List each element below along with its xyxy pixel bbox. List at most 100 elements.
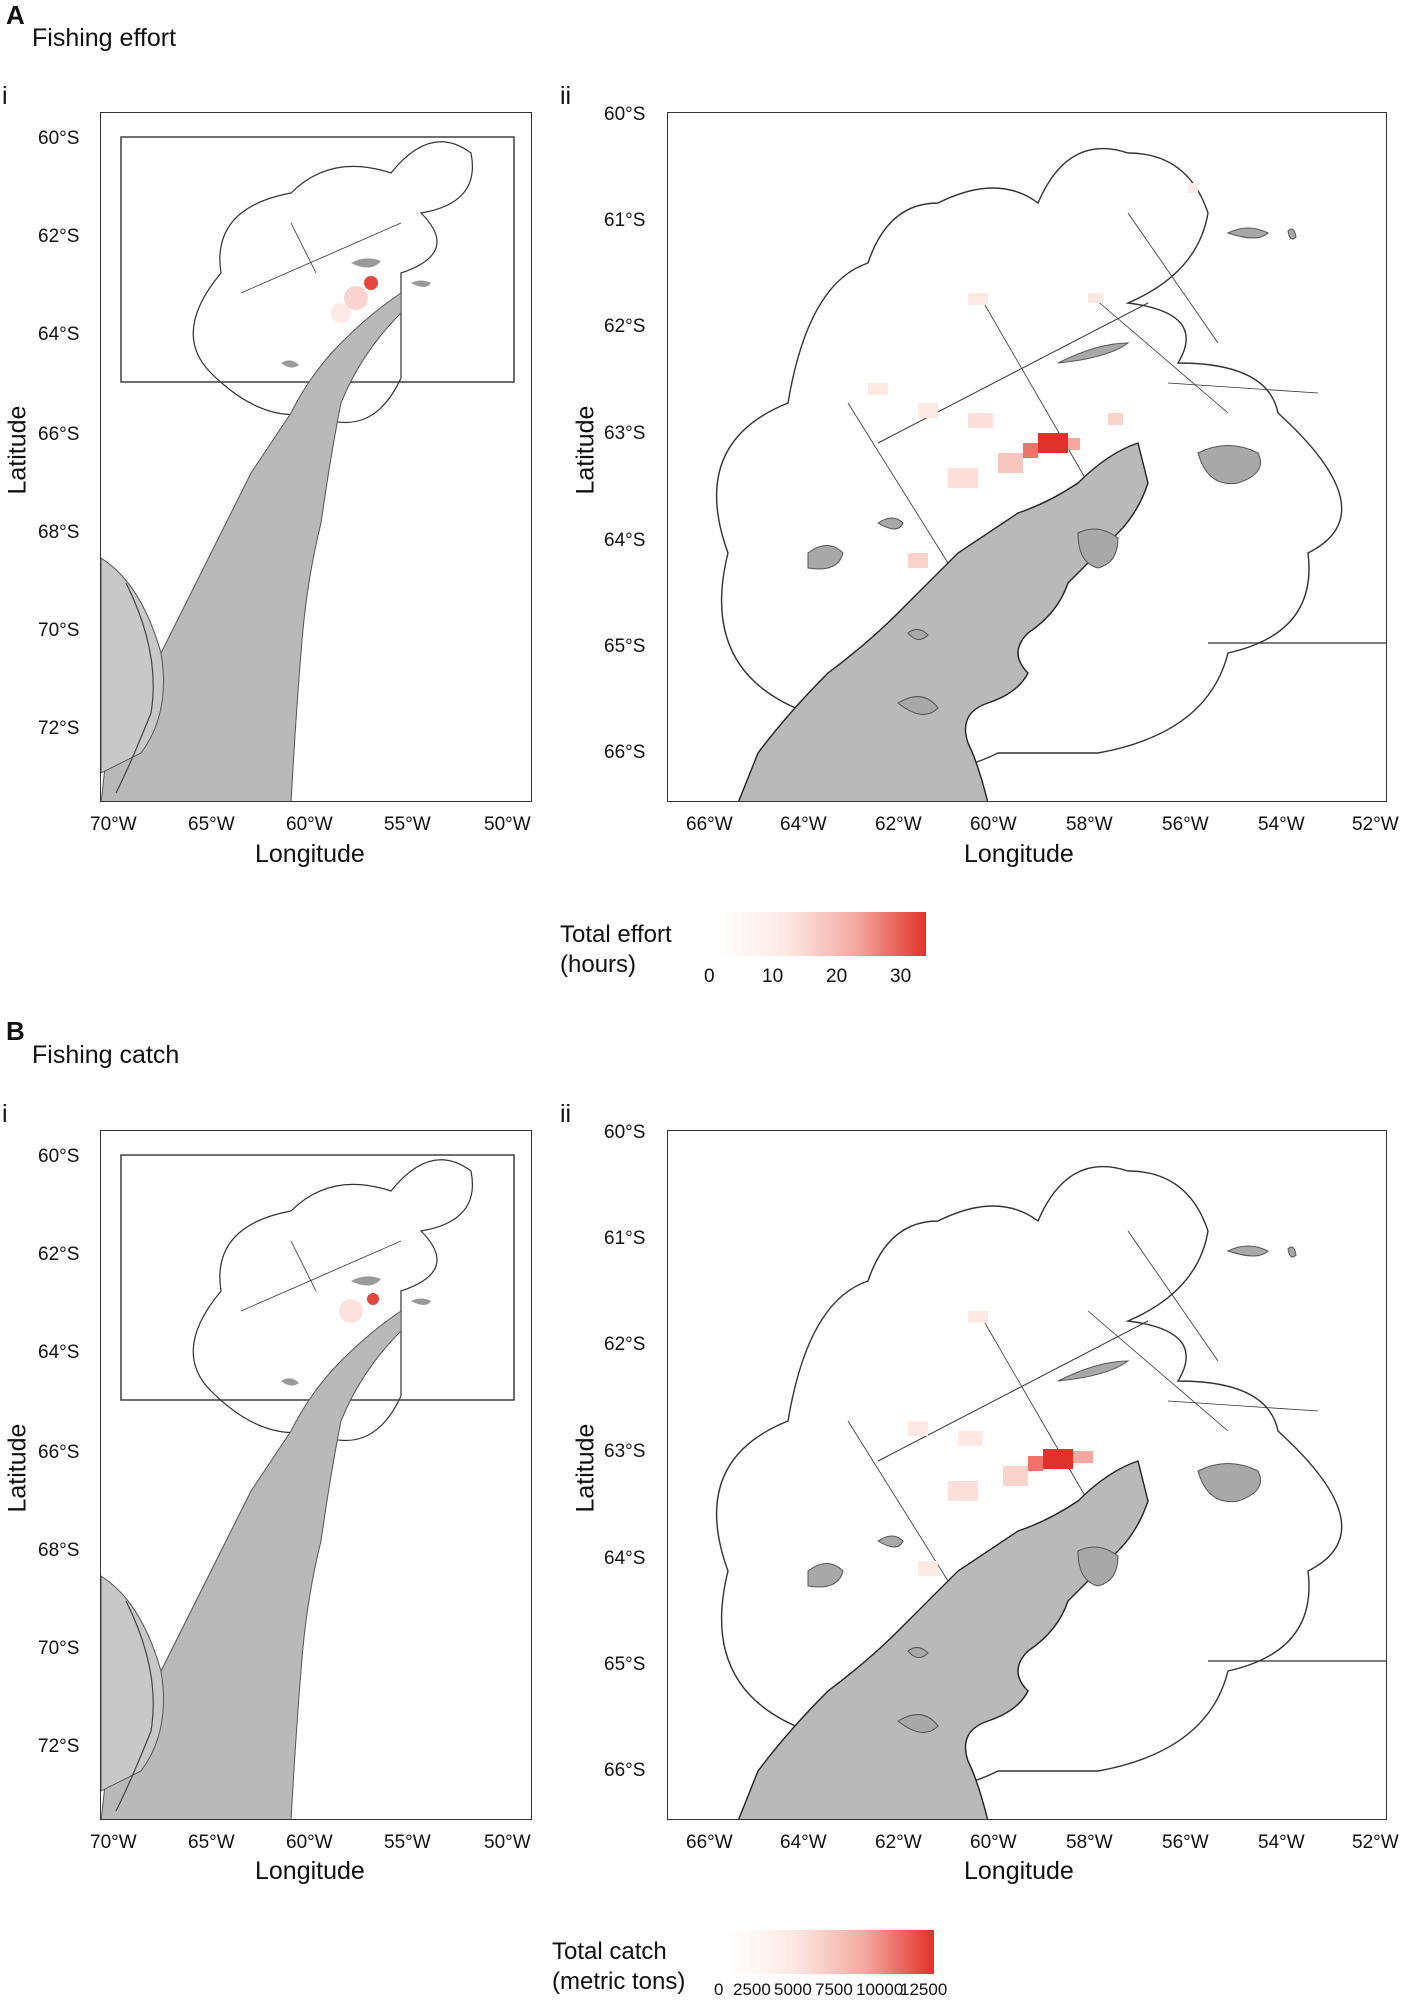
- panel-letter: B: [6, 1016, 25, 1046]
- lon-tick: 55°W: [384, 814, 431, 835]
- heat-cell-high: [1043, 1449, 1073, 1469]
- lat-tick: 63°S: [604, 423, 646, 444]
- lat-tick: 64°S: [38, 324, 80, 345]
- legend-title-line1: Total catch: [552, 1938, 667, 1965]
- lat-tick: 64°S: [604, 1548, 646, 1569]
- lon-tick: 50°W: [484, 1832, 531, 1853]
- heat-spot: [367, 1293, 379, 1305]
- lon-tick: 70°W: [90, 814, 137, 835]
- lat-tick: 62°S: [38, 1244, 80, 1265]
- lon-tick: 60°W: [970, 1832, 1017, 1853]
- lon-tick: 52°W: [1352, 814, 1399, 835]
- lat-tick: 64°S: [604, 530, 646, 551]
- lon-tick: 56°W: [1162, 814, 1209, 835]
- legend-colorbar: [718, 912, 926, 956]
- panel-letter: A: [6, 0, 25, 30]
- y-axis-title: Latitude: [3, 1423, 32, 1513]
- x-axis-title: Longitude: [964, 1857, 1074, 1885]
- lon-tick: 65°W: [188, 814, 235, 835]
- lat-tick: 61°S: [604, 210, 646, 231]
- sub-label-ii: ii: [560, 1100, 572, 1128]
- legend-tick: 0: [714, 1980, 724, 1999]
- peninsula-land: [738, 442, 1149, 801]
- sub-label-i: i: [2, 82, 8, 110]
- map-overview: [100, 1130, 532, 1820]
- legend-tick: 0: [704, 966, 715, 987]
- lon-tick: 70°W: [90, 1832, 137, 1853]
- sub-label-ii: ii: [560, 82, 572, 110]
- legend-tick: 30: [890, 966, 912, 987]
- lat-tick: 70°S: [38, 620, 80, 641]
- lat-tick: 66°S: [38, 1442, 80, 1463]
- lon-tick: 62°W: [875, 1832, 922, 1853]
- legend-tick: 12500: [900, 1980, 948, 1999]
- lon-tick: 66°W: [686, 814, 733, 835]
- lon-tick: 65°W: [188, 1832, 235, 1853]
- lat-tick: 61°S: [604, 1228, 646, 1249]
- lat-tick: 70°S: [38, 1638, 80, 1659]
- heat-spot: [364, 276, 378, 290]
- y-axis-title: Latitude: [571, 405, 600, 495]
- lat-tick: 66°S: [604, 1760, 646, 1781]
- lat-tick: 62°S: [604, 1334, 646, 1355]
- y-axis-title: Latitude: [3, 405, 32, 495]
- map-detail: [667, 112, 1387, 802]
- legend-tick: 5000: [774, 1980, 812, 1999]
- lon-tick: 60°W: [286, 814, 333, 835]
- lat-tick: 60°S: [604, 104, 646, 125]
- lon-tick: 58°W: [1066, 814, 1113, 835]
- lon-tick: 54°W: [1258, 1832, 1305, 1853]
- panel-title: Fishing catch: [32, 1041, 180, 1069]
- lat-tick: 72°S: [38, 1736, 80, 1757]
- heat-cell-high: [1038, 433, 1068, 453]
- lon-tick: 56°W: [1162, 1832, 1209, 1853]
- legend-colorbar: [726, 1930, 934, 1974]
- lon-tick: 52°W: [1352, 1832, 1399, 1853]
- lon-tick: 60°W: [970, 814, 1017, 835]
- legend-title: Total catch (metric tons): [552, 1937, 685, 1997]
- lat-tick: 60°S: [38, 128, 80, 149]
- lon-tick: 54°W: [1258, 814, 1305, 835]
- lat-tick: 68°S: [38, 522, 80, 543]
- legend-title: Total effort (hours): [560, 920, 672, 980]
- lat-tick: 63°S: [604, 1441, 646, 1462]
- map-detail: [667, 1130, 1387, 1820]
- lat-tick: 64°S: [38, 1342, 80, 1363]
- legend-tick: 20: [826, 966, 848, 987]
- panel-title: Fishing effort: [32, 24, 177, 52]
- lat-tick: 68°S: [38, 1540, 80, 1561]
- map-detail-svg: [715, 1165, 1386, 1819]
- lon-tick: 62°W: [875, 814, 922, 835]
- lat-tick: 60°S: [604, 1122, 646, 1143]
- lat-tick: 65°S: [604, 636, 646, 657]
- lon-tick: 50°W: [484, 814, 531, 835]
- management-area: [192, 141, 473, 424]
- lon-tick: 58°W: [1066, 1832, 1113, 1853]
- lon-tick: 66°W: [686, 1832, 733, 1853]
- x-axis-title: Longitude: [255, 1857, 365, 1885]
- island: [1197, 445, 1261, 485]
- lat-tick: 72°S: [38, 718, 80, 739]
- legend-tick: 10000: [856, 1980, 904, 1999]
- lat-tick: 65°S: [604, 1654, 646, 1675]
- sub-label-i: i: [2, 1100, 8, 1128]
- x-axis-title: Longitude: [255, 840, 365, 868]
- map-overview-svg: [101, 136, 515, 801]
- lon-tick: 64°W: [780, 1832, 827, 1853]
- map-detail-svg: [715, 147, 1386, 801]
- x-axis-title: Longitude: [964, 840, 1074, 868]
- map-overview: [100, 112, 532, 802]
- lat-tick: 66°S: [604, 742, 646, 763]
- lon-tick: 60°W: [286, 1832, 333, 1853]
- map-overview-svg: [101, 1154, 515, 1819]
- legend-title-line2: (metric tons): [552, 1968, 686, 1995]
- legend-tick: 2500: [733, 1980, 771, 1999]
- lat-tick: 62°S: [604, 316, 646, 337]
- y-axis-title: Latitude: [571, 1423, 600, 1513]
- legend-tick: 10: [762, 966, 784, 987]
- lon-tick: 64°W: [780, 814, 827, 835]
- peninsula-land: [738, 1460, 1149, 1819]
- lat-tick: 60°S: [38, 1146, 80, 1167]
- legend-tick: 7500: [815, 1980, 853, 1999]
- legend-title-line1: Total effort: [560, 921, 672, 948]
